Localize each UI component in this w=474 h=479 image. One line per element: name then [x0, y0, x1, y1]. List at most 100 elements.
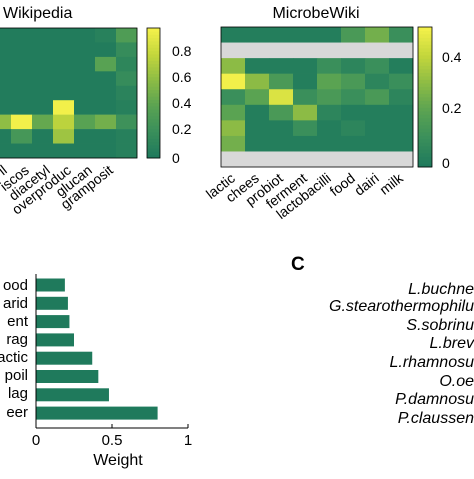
microbewiki-cell: [317, 43, 341, 59]
wikipedia-colorbar-step: [147, 57, 160, 61]
microbewiki-cell: [341, 89, 365, 105]
wikipedia-colorbar-step: [147, 145, 160, 149]
microbewiki-cell: [341, 27, 365, 43]
wikipedia-cell: [74, 42, 95, 57]
species-name: S.sobrinu: [406, 317, 474, 334]
wikipedia-cell: [32, 129, 53, 144]
microbewiki-cell: [221, 89, 245, 105]
microbewiki-x-tick: milk: [376, 169, 406, 198]
microbewiki-colorbar-step: [418, 52, 432, 56]
wikipedia-cell: [116, 100, 137, 115]
wikipedia-cell: [74, 28, 95, 43]
bar-x-tick-label: 1: [184, 432, 192, 449]
weight-bar: [36, 315, 69, 328]
wikipedia-cell: [74, 86, 95, 101]
microbewiki-cell: [317, 136, 341, 152]
microbewiki-colorbar-step: [418, 146, 432, 150]
wikipedia-cell: [53, 115, 74, 130]
microbewiki-colorbar-step: [418, 160, 432, 164]
wikipedia-colorbar-step: [147, 93, 160, 97]
wikipedia-cell: [74, 115, 95, 130]
wikipedia-cell: [74, 100, 95, 115]
bar-category-label: ood: [3, 277, 28, 294]
microbewiki-cell: [389, 105, 413, 121]
microbewiki-cell: [365, 89, 389, 105]
wikipedia-colorbar-step: [147, 38, 160, 42]
wikipedia-cell: [0, 144, 11, 159]
wikipedia-colorbar-ticks: 0.8 0.6 0.4 0.2 0: [172, 43, 192, 166]
bar-x-tick-label: 0: [32, 432, 40, 449]
bar-category-label: ent: [7, 313, 29, 330]
wikipedia-cell: [95, 57, 116, 72]
microbewiki-cell: [293, 136, 317, 152]
species-name: L.rhamnosu: [390, 354, 474, 371]
wikipedia-cell: [11, 28, 32, 43]
microbewiki-colorbar-step: [418, 34, 432, 38]
microbewiki-cell: [341, 43, 365, 59]
wikipedia-cell: [53, 42, 74, 57]
microbewiki-cell: [245, 120, 269, 136]
species-name: G.stearothermophilu: [329, 298, 474, 315]
wikipedia-cell: [116, 86, 137, 101]
wikipedia-cell: [11, 115, 32, 130]
wikipedia-cell: [116, 71, 137, 86]
wikipedia-cell: [32, 86, 53, 101]
wikipedia-cell: [95, 115, 116, 130]
weight-bar: [36, 333, 74, 346]
microbewiki-cell: [389, 151, 413, 167]
microbewiki-cell: [317, 120, 341, 136]
microbewiki-colorbar-step: [418, 83, 432, 87]
wikipedia-colorbar-step: [147, 132, 160, 136]
wikipedia-colorbar-step: [147, 106, 160, 110]
wikipedia-cell: [32, 115, 53, 130]
weight-bar: [36, 279, 65, 292]
wikipedia-cell: [74, 129, 95, 144]
panel-c-label: C: [291, 254, 305, 275]
microbewiki-colorbar-step: [418, 48, 432, 52]
wikipedia-cell: [0, 129, 11, 144]
microbewiki-cell: [365, 120, 389, 136]
microbewiki-cell: [317, 58, 341, 74]
wikipedia-cell: [11, 71, 32, 86]
microbewiki-heatmap-title: MicrobeWiki: [272, 5, 359, 22]
wikipedia-colorbar-step: [147, 41, 160, 45]
wikipedia-colorbar-step: [147, 96, 160, 100]
microbewiki-cell: [245, 58, 269, 74]
microbewiki-colorbar-step: [418, 90, 432, 94]
bar-category-label: lag: [8, 385, 28, 402]
microbewiki-cell: [341, 105, 365, 121]
wikipedia-cell: [53, 129, 74, 144]
wikipedia-cell: [53, 86, 74, 101]
species-name: O.oe: [439, 373, 474, 390]
wikipedia-colorbar-step: [147, 51, 160, 55]
microbewiki-cell: [389, 74, 413, 90]
microbewiki-colorbar-step: [418, 87, 432, 91]
microbewiki-colorbar-step: [418, 150, 432, 154]
microbewiki-heatmap: [221, 27, 413, 167]
wikipedia-colorbar-step: [147, 116, 160, 120]
microbewiki-cell: [293, 58, 317, 74]
microbewiki-cell: [341, 74, 365, 90]
wikipedia-heatmap-title: Wikipedia: [3, 5, 72, 22]
wikipedia-colorbar-step: [147, 44, 160, 48]
wikipedia-colorbar-step: [147, 148, 160, 152]
microbewiki-cell: [365, 58, 389, 74]
wikipedia-cell: [11, 144, 32, 159]
microbewiki-colorbar-step: [418, 104, 432, 108]
wikipedia-cell: [53, 71, 74, 86]
wikipedia-colorbar-step: [147, 35, 160, 39]
microbewiki-cell: [389, 120, 413, 136]
microbewiki-colorbar-step: [418, 136, 432, 140]
microbewiki-cell: [221, 43, 245, 59]
wikipedia-cell: [95, 71, 116, 86]
microbewiki-colorbar-step: [418, 27, 432, 31]
wikipedia-colorbar-step: [147, 122, 160, 126]
wikipedia-colorbar-step: [147, 61, 160, 65]
microbewiki-cell: [341, 58, 365, 74]
microbewiki-cell: [245, 151, 269, 167]
microbewiki-cell: [293, 43, 317, 59]
species-name: L.brev: [430, 335, 474, 352]
wikipedia-colorbar-step: [147, 74, 160, 78]
microbewiki-cell: [317, 74, 341, 90]
microbewiki-colorbar-step: [418, 111, 432, 115]
